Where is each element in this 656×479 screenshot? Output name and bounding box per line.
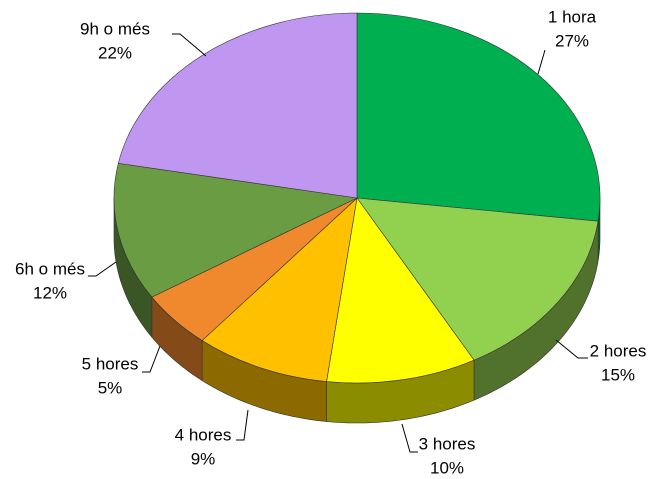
leader-line (537, 49, 546, 75)
leader-line (142, 345, 161, 373)
slice-value-label: 9% (191, 449, 216, 468)
slice-label: 2 hores (590, 341, 647, 360)
slice-label: 5 hores (82, 354, 139, 373)
slice (113, 162, 359, 298)
leader-line (88, 261, 117, 277)
slice-value-label: 12% (33, 283, 67, 302)
slice-label: 3 hores (419, 434, 476, 453)
slice (117, 12, 358, 199)
slice-value-label: 5% (98, 378, 123, 397)
slice-label: 1 hora (548, 7, 597, 26)
slice-value-label: 15% (601, 365, 635, 384)
leader-line (172, 33, 207, 57)
slice-label: 6h o més (15, 259, 85, 278)
leader-line (401, 423, 418, 453)
leader-line (555, 339, 588, 359)
slice-value-label: 10% (430, 458, 464, 477)
slice-label: 4 hores (175, 425, 232, 444)
slice-value-label: 27% (555, 31, 589, 50)
slice (356, 197, 599, 361)
slice (201, 197, 358, 382)
slice-value-label: 22% (98, 43, 132, 62)
slice-label: 9h o més (80, 19, 150, 38)
slice (356, 12, 601, 222)
slice (326, 197, 475, 384)
leader-line (236, 409, 249, 441)
